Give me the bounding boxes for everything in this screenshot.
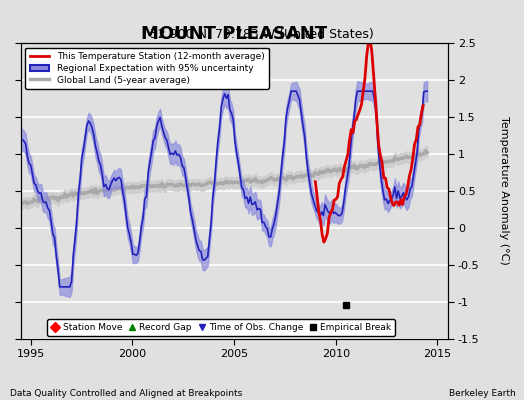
Text: Berkeley Earth: Berkeley Earth [450, 389, 516, 398]
Text: Data Quality Controlled and Aligned at Breakpoints: Data Quality Controlled and Aligned at B… [10, 389, 243, 398]
Text: 32.900 N, 79.783 W (United States): 32.900 N, 79.783 W (United States) [150, 28, 374, 41]
Legend: Station Move, Record Gap, Time of Obs. Change, Empirical Break: Station Move, Record Gap, Time of Obs. C… [47, 319, 395, 336]
Y-axis label: Temperature Anomaly (°C): Temperature Anomaly (°C) [499, 116, 509, 265]
Title: MOUNT PLEASANT: MOUNT PLEASANT [141, 25, 327, 43]
